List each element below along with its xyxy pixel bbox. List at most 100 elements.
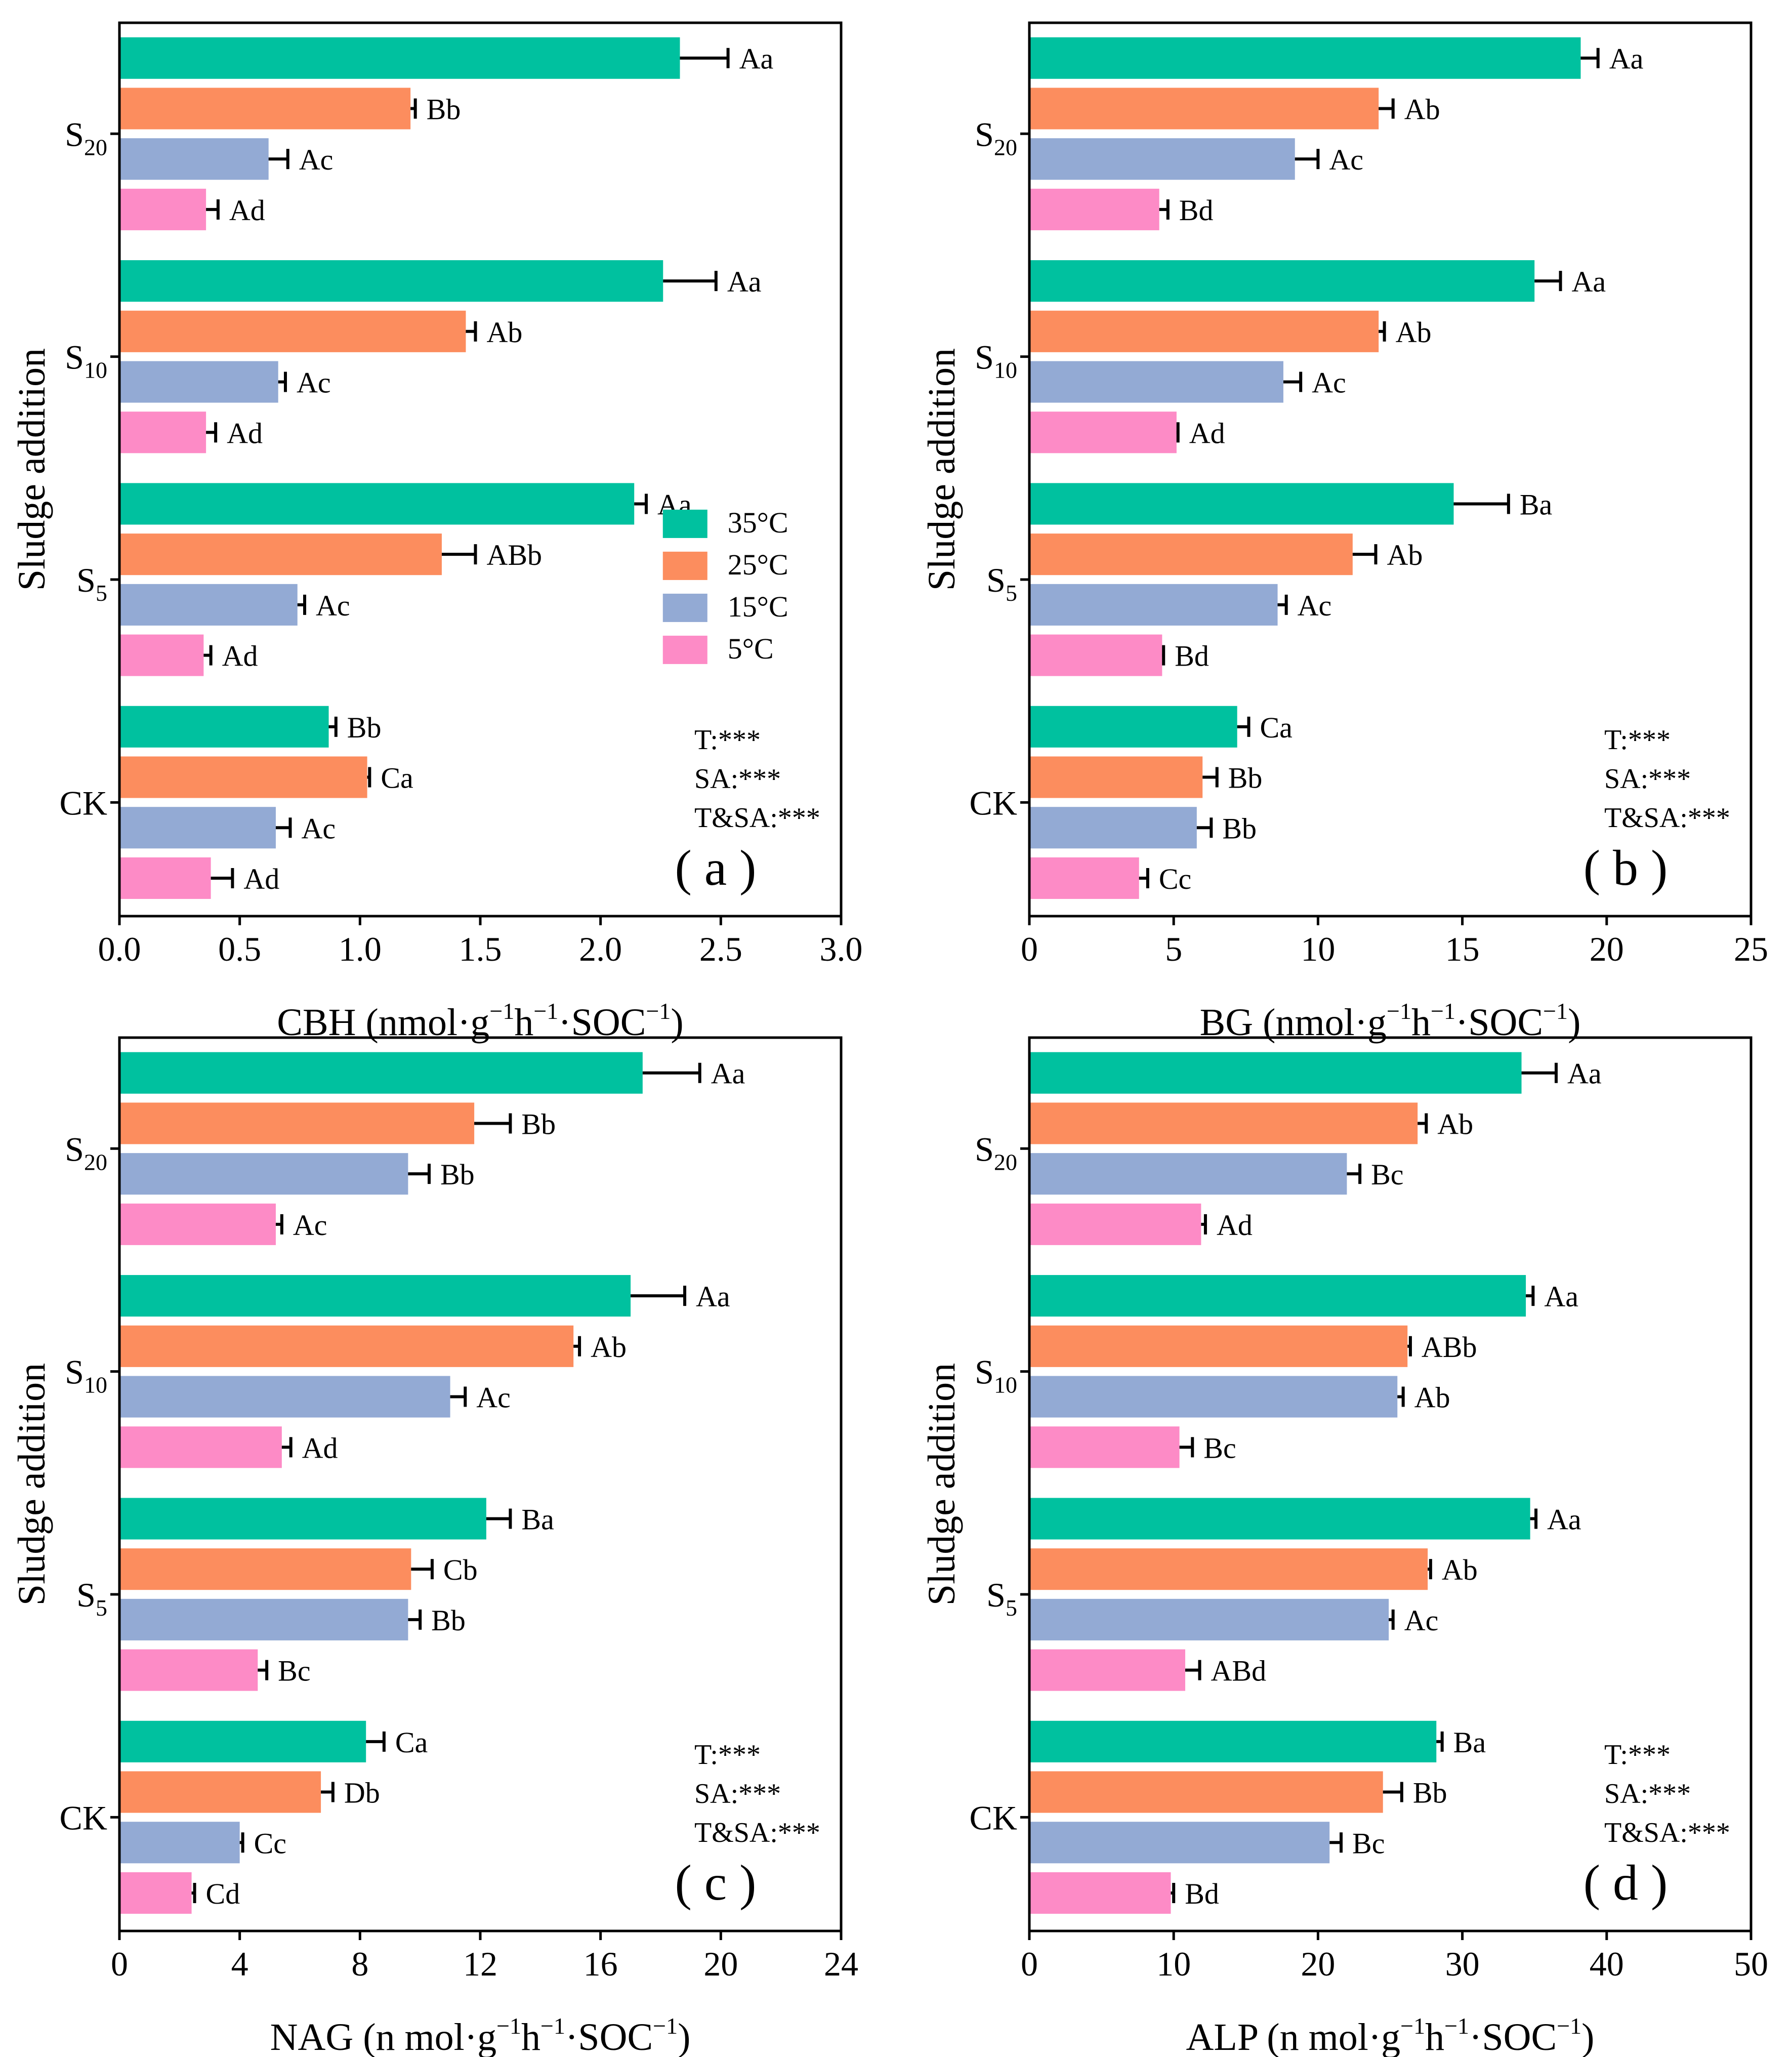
bar-label: Bd <box>1185 1877 1219 1910</box>
bar-label: Ba <box>1520 488 1552 521</box>
y-tick-main: S <box>975 115 994 153</box>
x-axis-title: ALP (n mol·g−1h−1·SOC−1) <box>1186 2013 1595 2057</box>
y-tick-subscript: 10 <box>994 357 1017 383</box>
x-title-sup: −1 <box>533 998 558 1024</box>
x-tick-label: 8 <box>351 1945 368 1983</box>
bar-label: Ac <box>297 366 331 399</box>
x-tick-label: 25 <box>1734 930 1768 968</box>
y-tick-subscript: 20 <box>994 134 1017 160</box>
bar-label: Ad <box>302 1431 338 1464</box>
x-tick-label: 10 <box>1156 1945 1191 1983</box>
bar-label: Cc <box>254 1827 286 1860</box>
y-tick-label: S10 <box>975 1353 1017 1398</box>
bar-label: Ac <box>476 1381 511 1414</box>
bar <box>119 1498 486 1540</box>
y-axis-title: Sludge addition <box>921 1363 963 1606</box>
y-tick-label: S20 <box>975 1130 1017 1175</box>
bar <box>1029 188 1159 230</box>
y-tick-label: CK <box>970 1798 1017 1837</box>
stats-annotation: T&SA:*** <box>694 802 820 834</box>
bar-label: Ab <box>1404 93 1440 126</box>
bar <box>119 188 206 230</box>
y-tick-main: S <box>65 338 84 377</box>
x-title-sup: −1 <box>653 2013 678 2039</box>
bar <box>119 706 329 748</box>
stats-annotation: SA:*** <box>694 1778 781 1809</box>
bar <box>119 1153 408 1195</box>
bar <box>119 584 298 626</box>
bar-label: Bb <box>1228 762 1263 795</box>
bar-label: Ad <box>243 862 279 895</box>
bar <box>1029 1275 1526 1317</box>
y-tick-label: S5 <box>76 1576 107 1621</box>
x-tick-label: 30 <box>1445 1945 1480 1983</box>
bar-label: Ab <box>1414 1381 1450 1414</box>
bar-label: Ca <box>1260 711 1293 744</box>
bar <box>119 1052 643 1094</box>
y-tick-label: CK <box>970 784 1017 822</box>
bar-label: Bb <box>521 1107 556 1140</box>
bar-label: Ac <box>293 1209 327 1242</box>
y-tick-subscript: 5 <box>1006 1595 1017 1621</box>
x-title-sup: −1 <box>1431 998 1455 1024</box>
x-title-sup: −1 <box>1543 998 1568 1024</box>
y-tick-label: S10 <box>65 1353 107 1398</box>
bar <box>119 1102 475 1144</box>
stats-annotation: T:*** <box>1604 724 1671 756</box>
x-tick-label: 50 <box>1734 1945 1768 1983</box>
y-tick-main: S <box>76 561 96 599</box>
bar <box>119 310 466 352</box>
bar <box>1029 1153 1347 1195</box>
bar <box>119 1771 321 1813</box>
bar-label: Bb <box>440 1158 475 1191</box>
bar <box>1029 88 1379 130</box>
bar-label: Bb <box>1222 812 1257 845</box>
x-tick-label: 10 <box>1301 930 1335 968</box>
y-tick-main: CK <box>60 784 107 822</box>
bar <box>119 857 211 899</box>
bar-label: Aa <box>1544 1280 1578 1313</box>
y-tick-label: S5 <box>986 561 1017 606</box>
bar-label: Aa <box>1572 265 1606 298</box>
bar <box>1029 756 1203 798</box>
y-tick-main: S <box>76 1576 96 1614</box>
x-title-sup: −1 <box>646 998 671 1024</box>
bar <box>119 634 204 676</box>
bar <box>1029 1872 1171 1914</box>
bar <box>1029 483 1454 525</box>
bar <box>1029 1598 1389 1640</box>
bar <box>1029 807 1197 849</box>
bar <box>1029 1720 1437 1762</box>
plot-frame <box>1028 21 1753 918</box>
legend-label: 15°C <box>728 590 788 623</box>
x-title-part: ·SOC <box>565 2016 653 2057</box>
bar <box>119 483 635 525</box>
bar <box>1029 138 1295 180</box>
y-axis-title: Sludge addition <box>11 1363 53 1606</box>
bar <box>1029 412 1177 454</box>
bar-label: Ac <box>1404 1604 1439 1637</box>
bar-label: Ac <box>1329 143 1363 176</box>
bar-label: Ab <box>1437 1107 1473 1140</box>
bar <box>119 1548 411 1590</box>
legend-swatch <box>662 635 707 664</box>
y-axis-title: Sludge addition <box>11 348 53 591</box>
x-tick-label: 15 <box>1445 930 1480 968</box>
bar-label: Ab <box>486 316 522 349</box>
x-tick-label: 4 <box>231 1945 248 1983</box>
bar <box>1029 706 1237 748</box>
y-tick-label: S20 <box>975 115 1017 160</box>
y-tick-main: S <box>975 1130 994 1168</box>
bar-label: Bc <box>278 1655 310 1688</box>
bar-label: Ad <box>222 640 258 673</box>
y-tick-subscript: 20 <box>994 1149 1017 1175</box>
bar <box>1029 361 1283 403</box>
bar <box>119 1325 574 1367</box>
bar-label: Aa <box>739 43 774 75</box>
bar <box>119 88 411 130</box>
y-tick-main: S <box>986 1576 1006 1614</box>
y-tick-main: CK <box>970 784 1017 822</box>
panel-label: ( d ) <box>1583 1855 1668 1911</box>
bar-label: Ad <box>229 194 265 227</box>
